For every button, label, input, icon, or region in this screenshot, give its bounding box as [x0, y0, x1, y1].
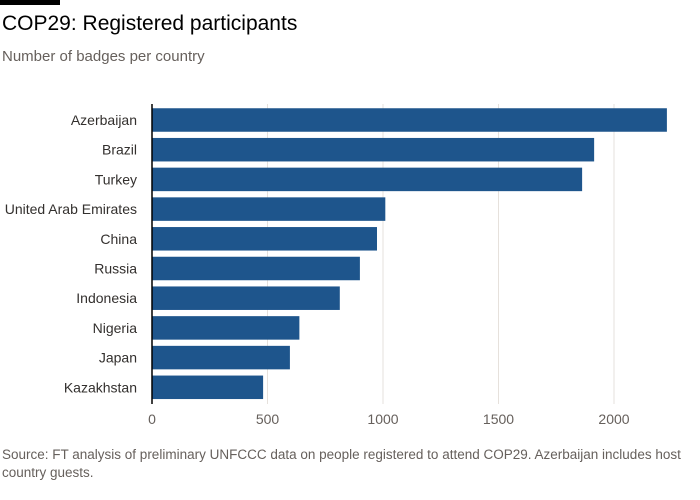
- chart-subtitle: Number of badges per country: [2, 48, 205, 65]
- category-label: China: [100, 231, 137, 247]
- x-tick-label: 0: [148, 411, 156, 427]
- category-label: Turkey: [95, 171, 137, 187]
- category-label: Japan: [99, 350, 137, 366]
- bar-chart: 0 500 1000 1500 2000 Azerbaijan Brazil Turkey Un…: [5, 104, 667, 427]
- bar: [152, 167, 583, 192]
- bar: [152, 256, 360, 281]
- source-note: Source: FT analysis of preliminary UNFCC…: [2, 447, 681, 480]
- category-label: Azerbaijan: [71, 112, 137, 128]
- bar: [152, 108, 667, 132]
- bar: [152, 227, 377, 251]
- x-tick-label: 2000: [598, 411, 629, 427]
- x-tick-label: 1000: [367, 411, 398, 427]
- bar: [152, 286, 340, 310]
- bar: [152, 345, 290, 370]
- category-label: Indonesia: [76, 290, 137, 306]
- brand-bar: [0, 0, 60, 5]
- category-label: United Arab Emirates: [5, 201, 137, 217]
- x-tick-label: 500: [256, 411, 280, 427]
- category-label: Nigeria: [93, 320, 138, 336]
- category-label: Kazakhstan: [64, 379, 137, 395]
- x-tick-label: 1500: [483, 411, 514, 427]
- bar: [152, 197, 386, 221]
- category-label: Brazil: [102, 142, 137, 158]
- bar: [152, 137, 595, 162]
- category-label: Russia: [94, 261, 137, 277]
- bar: [152, 375, 264, 400]
- bar: [152, 316, 300, 340]
- chart-title: COP29: Registered participants: [2, 12, 298, 35]
